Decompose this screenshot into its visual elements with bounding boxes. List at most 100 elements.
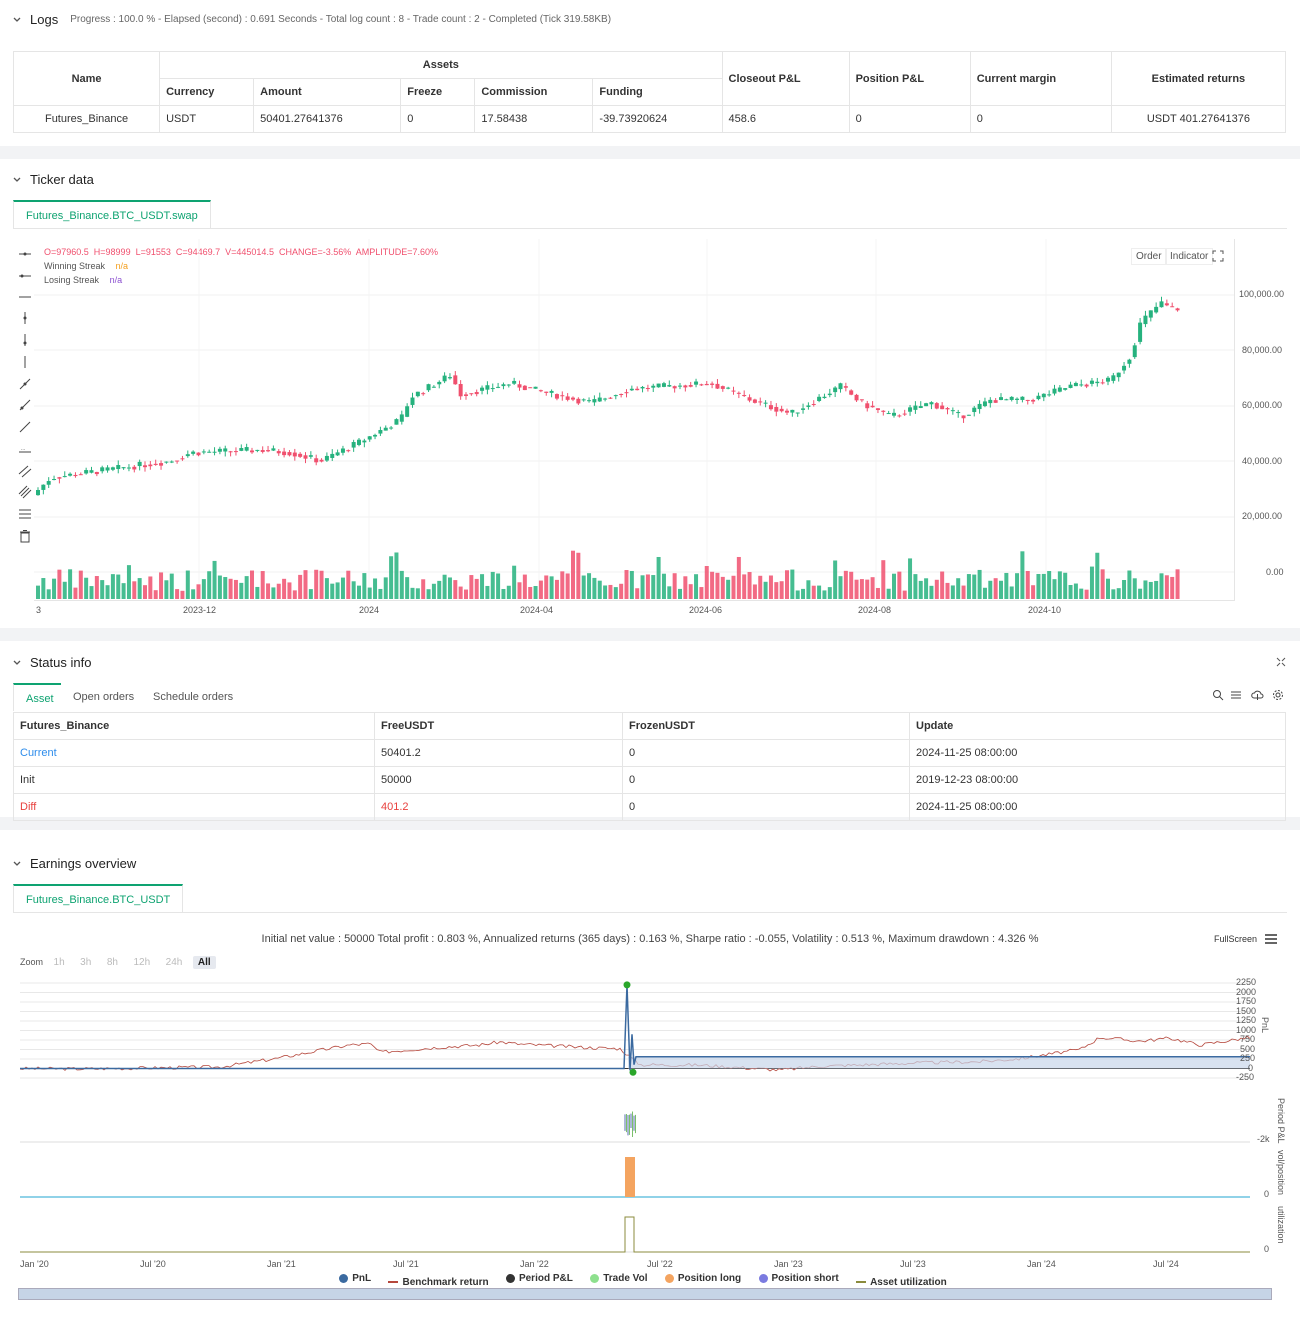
- candle-body: [827, 393, 832, 396]
- volume-bar: [426, 589, 431, 599]
- volume-bar: [1148, 581, 1153, 599]
- chevron-down-icon[interactable]: [12, 859, 22, 869]
- candle-body: [999, 397, 1003, 400]
- earnings-header[interactable]: Earnings overview: [12, 856, 136, 871]
- candle-body: [191, 451, 196, 454]
- volume-bar: [1004, 572, 1009, 599]
- legend-line: [388, 1281, 399, 1283]
- candle-body: [613, 395, 618, 397]
- cell-funding: -39.73920624: [592, 105, 723, 133]
- trash-icon[interactable]: [18, 529, 32, 543]
- menu-icon[interactable]: [1230, 689, 1242, 701]
- price-line-icon[interactable]: ...: [18, 442, 32, 456]
- candle-body: [207, 451, 212, 453]
- candle-body: [966, 414, 971, 416]
- chevron-down-icon[interactable]: [12, 175, 22, 185]
- horizontal-segment-icon[interactable]: [18, 290, 32, 304]
- range-navigator[interactable]: [18, 1288, 1272, 1300]
- volume-bar: [779, 581, 784, 599]
- vertical-ray-icon[interactable]: [18, 333, 32, 347]
- candle-body: [736, 392, 741, 394]
- volume-bar: [699, 587, 704, 599]
- segment-line-icon[interactable]: [18, 420, 32, 434]
- volume-bar: [929, 585, 934, 599]
- expand-icon[interactable]: [1212, 250, 1224, 262]
- status-title: Status info: [30, 655, 92, 670]
- volume-bar: [501, 588, 506, 599]
- cell-currency: USDT: [159, 105, 255, 133]
- collapse-icon[interactable]: [1276, 657, 1286, 667]
- legend-position-long[interactable]: Position long: [664, 1273, 742, 1284]
- pnl-y-tick: 1250: [1236, 1015, 1257, 1025]
- legend-trade-vol[interactable]: Trade Vol: [590, 1273, 647, 1284]
- channel-icon[interactable]: [18, 485, 32, 499]
- ray-line-icon[interactable]: [18, 398, 32, 412]
- order-button[interactable]: Order: [1131, 248, 1167, 265]
- zoom-12h[interactable]: 12h: [133, 957, 151, 968]
- volume-bar: [849, 571, 854, 599]
- tab-earnings-symbol[interactable]: Futures_Binance.BTC_USDT: [13, 884, 184, 912]
- legend-benchmark[interactable]: Benchmark return: [388, 1277, 489, 1288]
- fullscreen-button[interactable]: FullScreen: [1214, 934, 1278, 944]
- volume-bar: [1025, 570, 1030, 599]
- legend-position-short[interactable]: Position short: [758, 1273, 839, 1284]
- pnl-y-tick: 2250: [1236, 977, 1257, 987]
- candle-body: [587, 400, 592, 402]
- vertical-segment-icon[interactable]: [18, 355, 32, 369]
- logs-header[interactable]: Logs Progress : 100.0 % - Elapsed (secon…: [12, 12, 611, 27]
- volume-bar: [603, 585, 608, 599]
- legend-dot: [590, 1274, 600, 1283]
- tab-ticker-symbol[interactable]: Futures_Binance.BTC_USDT.swap: [13, 200, 211, 228]
- settings-icon[interactable]: [1272, 689, 1284, 701]
- legend-asset-util[interactable]: Asset utilization: [856, 1277, 947, 1288]
- chevron-down-icon[interactable]: [12, 15, 22, 25]
- tab-open-orders[interactable]: Open orders: [61, 683, 147, 711]
- candlestick-chart[interactable]: [34, 239, 1234, 599]
- candle-body: [143, 465, 147, 468]
- volume-bar: [223, 577, 228, 599]
- volume-bar: [421, 579, 426, 599]
- candle-body: [1025, 399, 1030, 401]
- volume-bar: [988, 580, 993, 599]
- candle-body: [501, 384, 506, 387]
- logs-table: Name Assets Closeout P&L Position P&L Cu…: [12, 51, 1287, 133]
- candle-body: [645, 388, 650, 390]
- zoom-all[interactable]: All: [192, 956, 216, 969]
- earnings-chart[interactable]: [20, 978, 1270, 1258]
- search-icon[interactable]: [1212, 689, 1224, 701]
- legend-period[interactable]: Period P&L: [505, 1273, 573, 1284]
- horizontal-line-icon[interactable]: [18, 247, 32, 261]
- status-header[interactable]: Status info: [12, 655, 91, 670]
- zoom-8h[interactable]: 8h: [106, 957, 118, 968]
- menu-icon[interactable]: [1265, 934, 1278, 944]
- tab-schedule-orders[interactable]: Schedule orders: [141, 683, 246, 711]
- candle-body: [897, 415, 902, 417]
- volume-bar: [597, 580, 602, 599]
- volume-bar: [485, 585, 490, 599]
- row-label-current[interactable]: Current: [13, 739, 375, 767]
- candle-body: [1132, 345, 1137, 358]
- candle-body: [1079, 384, 1084, 386]
- indicator-button[interactable]: Indicator: [1165, 248, 1214, 265]
- volume-bar: [1127, 570, 1132, 599]
- legend-label: Position long: [677, 1273, 742, 1284]
- zoom-24h[interactable]: 24h: [165, 957, 183, 968]
- horizontal-ray-icon[interactable]: [18, 269, 32, 283]
- parallel-lines-icon[interactable]: [18, 464, 32, 478]
- tab-asset[interactable]: Asset: [13, 683, 67, 711]
- volume-bar: [46, 589, 51, 599]
- chevron-down-icon[interactable]: [12, 658, 22, 668]
- candle-body: [1138, 322, 1143, 342]
- cloud-icon[interactable]: [1251, 689, 1264, 701]
- pnl-y-tick: -250: [1236, 1072, 1255, 1082]
- ticker-header[interactable]: Ticker data: [12, 172, 94, 187]
- vertical-line-icon[interactable]: [18, 311, 32, 325]
- fibonacci-icon[interactable]: [18, 507, 32, 521]
- trend-line-icon[interactable]: [18, 377, 32, 391]
- pnl-y-tick: 1500: [1236, 1005, 1257, 1016]
- col-freeze: Freeze: [400, 78, 476, 106]
- zoom-3h[interactable]: 3h: [80, 957, 92, 968]
- zoom-1h[interactable]: 1h: [53, 957, 65, 968]
- y-tick: 60,000.00: [1242, 400, 1283, 410]
- legend-pnl[interactable]: PnL: [339, 1273, 371, 1284]
